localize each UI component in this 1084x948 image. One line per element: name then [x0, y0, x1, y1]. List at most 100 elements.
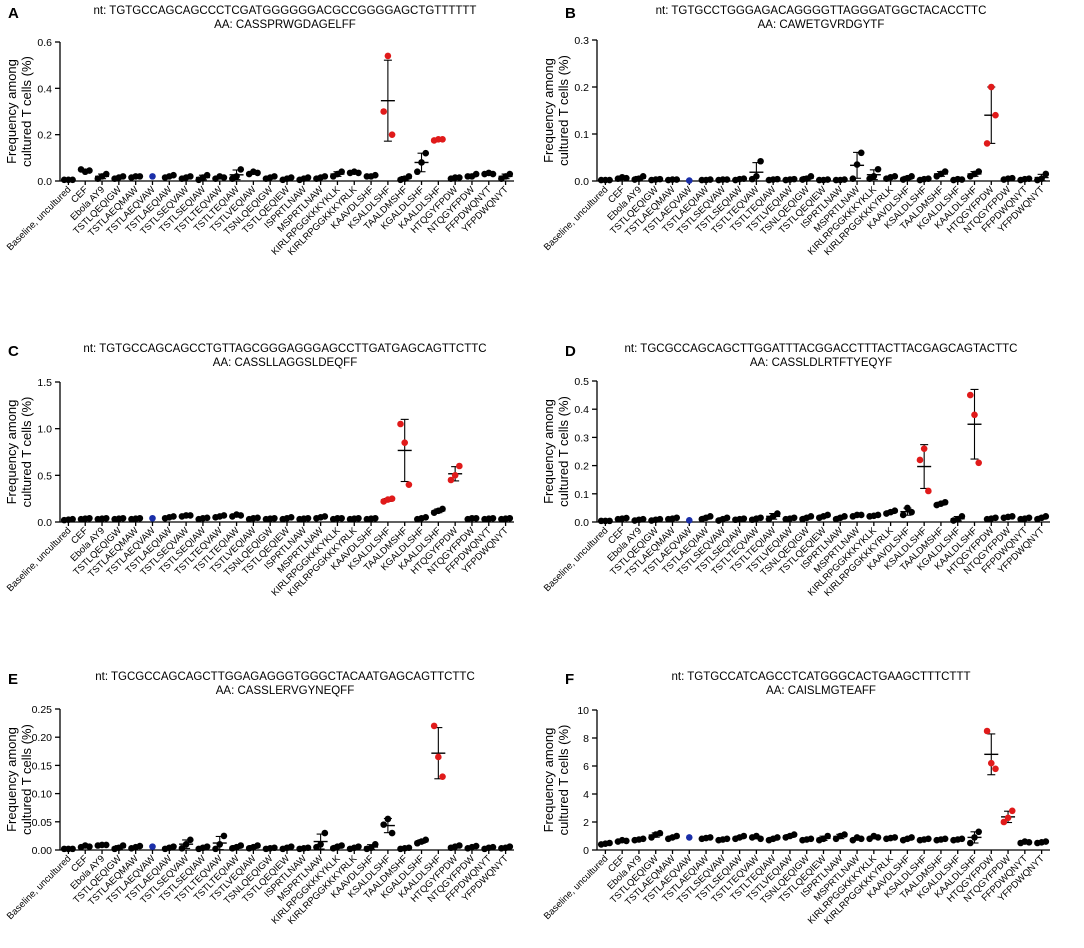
y-tick-label: 0.3: [574, 35, 589, 47]
data-point: [685, 517, 693, 524]
data-point: [1025, 514, 1033, 522]
y-tick-label: 0: [583, 845, 589, 857]
data-point: [380, 108, 387, 115]
y-tick-label: 0.1: [574, 489, 589, 501]
y-axis-label-line: Frequency among: [4, 400, 19, 505]
data-point: [435, 753, 442, 761]
data-point: [723, 176, 731, 183]
y-axis-label-line: Frequency among: [4, 727, 19, 832]
data-point: [187, 512, 194, 519]
data-point: [925, 487, 932, 495]
data-point: [388, 495, 396, 502]
data-point: [119, 173, 127, 180]
data-point: [405, 844, 413, 852]
y-axis-label-line: cultured T cells (%): [19, 397, 34, 508]
data-point: [853, 161, 861, 168]
data-point: [874, 834, 882, 841]
data-point: [757, 514, 764, 522]
data-point: [506, 514, 514, 522]
y-axis-label: Frequency amongcultured T cells (%): [4, 724, 34, 835]
y-tick-label: 0.2: [574, 461, 589, 473]
data-point: [451, 472, 459, 479]
data-point: [149, 514, 156, 522]
data-point: [388, 131, 396, 138]
data-point: [656, 515, 664, 523]
category-label: Baseline, uncultured: [542, 184, 611, 253]
data-point: [1000, 818, 1008, 826]
data-point: [992, 111, 999, 119]
y-axis-label-line: cultured T cells (%): [556, 55, 571, 166]
data-point: [287, 514, 295, 521]
data-point: [187, 836, 194, 844]
data-point: [69, 176, 76, 184]
y-axis-label: Frequency amongcultured T cells (%): [541, 725, 571, 836]
data-point: [371, 841, 379, 848]
data-point: [355, 169, 362, 177]
y-tick-label: 0.1: [574, 129, 589, 141]
category-label: Baseline, uncultured: [5, 525, 74, 594]
data-point: [102, 514, 110, 522]
y-axis-label: Frequency amongcultured T cells (%): [4, 397, 34, 508]
panel-letter: F: [565, 671, 574, 688]
data-point: [254, 842, 261, 849]
data-point: [430, 722, 438, 730]
y-tick-label: 0.05: [32, 817, 53, 829]
data-point: [1042, 170, 1050, 178]
y-tick-label: 0.2: [574, 82, 589, 94]
data-point: [69, 515, 76, 523]
data-point: [1008, 807, 1016, 815]
sequence-aa-title: AA: CASSLERVGYNEQFF: [216, 685, 354, 697]
data-point: [891, 834, 899, 841]
y-tick-label: 4: [583, 789, 589, 801]
data-point: [904, 504, 911, 512]
y-tick-label: 0.2: [37, 130, 52, 142]
data-point: [338, 168, 345, 176]
data-point: [149, 843, 156, 850]
data-point: [891, 507, 899, 515]
data-point: [321, 173, 329, 180]
data-point: [753, 173, 760, 180]
data-point: [439, 505, 446, 513]
data-point: [287, 843, 295, 850]
data-point: [874, 511, 882, 519]
data-point: [170, 513, 177, 520]
data-point: [1008, 513, 1016, 520]
category-label: Baseline, uncultured: [5, 184, 74, 253]
data-point: [706, 834, 714, 841]
data-point: [371, 514, 379, 522]
y-tick-label: 8: [583, 733, 589, 745]
sequence-nt-title: nt: TGCGCCAGCAGCTTGGAGAGGGTGGGCTACAATGAG…: [95, 671, 475, 683]
y-tick-label: 0.0: [574, 517, 589, 529]
data-point: [623, 174, 630, 182]
data-point: [237, 512, 245, 519]
sequence-aa-title: AA: CASSPRWGDAGELFF: [214, 19, 356, 31]
sequence-nt-title: nt: TGTGCCAGCAGCCCTCGATGGGGGGACGCCGGGGAG…: [94, 5, 477, 17]
data-point: [271, 173, 278, 180]
y-axis-label-line: cultured T cells (%): [19, 56, 34, 167]
data-point: [418, 159, 425, 166]
sequence-nt-title: nt: TGTGCCATCAGCCTCATGGGCACTGAAGCTTTCTTT: [672, 671, 971, 683]
data-point: [203, 843, 211, 850]
data-point: [606, 517, 613, 525]
data-point: [456, 174, 463, 181]
data-point: [857, 511, 865, 519]
sequence-nt-title: nt: TGTGCCTGGGAGACAGGGGTTAGGGATGGCTACACC…: [656, 5, 987, 17]
data-point: [841, 831, 848, 838]
data-point: [212, 845, 219, 853]
data-point: [987, 83, 995, 91]
data-point: [321, 513, 329, 520]
data-point: [824, 832, 831, 840]
y-tick-label: 0.25: [32, 704, 53, 716]
data-point: [1025, 175, 1033, 182]
data-point: [321, 829, 329, 837]
data-point: [203, 171, 211, 179]
data-point: [639, 173, 647, 180]
sequence-nt-title: nt: TGTGCCAGCAGCCTGTTAGCGGGAGGGAGCCTTGAT…: [83, 343, 486, 355]
data-point: [908, 834, 915, 841]
data-point: [119, 842, 127, 849]
data-point: [317, 841, 324, 848]
data-point: [304, 514, 312, 522]
data-point: [774, 510, 781, 517]
